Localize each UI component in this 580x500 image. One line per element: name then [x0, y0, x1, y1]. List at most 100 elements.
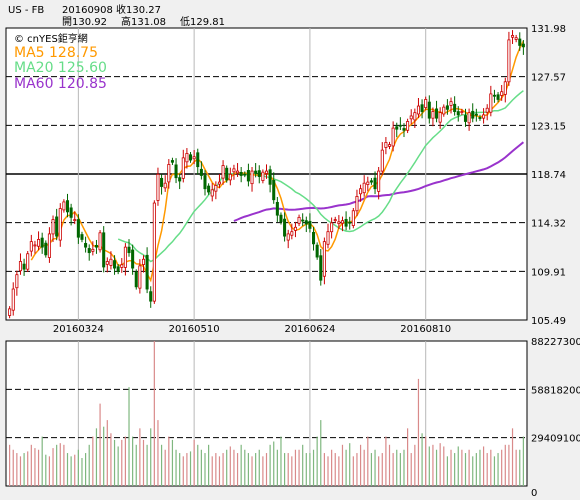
candle-body — [380, 149, 384, 172]
candle-body — [26, 253, 30, 270]
candle-body — [279, 214, 283, 223]
candle-body — [413, 112, 417, 121]
candle-body — [102, 232, 106, 268]
candle-body — [398, 124, 402, 127]
header-low: 低129.81 — [180, 15, 225, 28]
x-tick: 20160510 — [169, 324, 220, 335]
candle-body — [333, 219, 337, 221]
price-y-tick: 114.32 — [531, 219, 566, 230]
x-axis: 20160324 20160510 20160624 20160810 — [53, 324, 451, 335]
candle-body — [286, 233, 290, 241]
candle-body — [203, 175, 207, 190]
candle-body — [348, 221, 352, 224]
volume-y-tick: 88227300 — [531, 337, 580, 348]
candle-body — [116, 266, 120, 272]
candle-body — [304, 220, 308, 225]
candle-body — [366, 181, 370, 185]
candle-body — [315, 244, 319, 258]
candle-body — [236, 170, 240, 174]
volume-y-tick: 29409100 — [531, 434, 580, 445]
candle-body — [232, 168, 236, 173]
candle-body — [243, 173, 247, 176]
candle-body — [312, 231, 316, 245]
price-y-tick: 127.57 — [531, 73, 566, 84]
brand-label: © cnYES鉅亨網 — [14, 32, 88, 45]
candle-body — [185, 153, 189, 163]
candle-body — [18, 261, 22, 272]
candle-body — [51, 219, 55, 235]
candle-body — [322, 241, 326, 277]
candle-body — [192, 156, 196, 160]
candle-body — [174, 164, 178, 179]
candle-body — [181, 157, 185, 179]
candle-body — [134, 271, 138, 288]
candle-body — [196, 152, 200, 168]
candle-body — [402, 128, 406, 131]
candle-body — [55, 216, 59, 237]
candle-body — [362, 182, 366, 194]
candle-body — [387, 144, 392, 147]
candle-body — [160, 177, 164, 187]
candle-body — [170, 160, 174, 163]
candle-body — [431, 111, 435, 119]
legend-ma20: MA20 125.60 — [14, 60, 107, 76]
header-open: 開130.92 — [62, 16, 107, 28]
candle-body — [76, 219, 80, 238]
candles — [8, 30, 525, 319]
candle-body — [463, 115, 468, 122]
candle-body — [131, 249, 135, 269]
candle-body — [442, 106, 446, 115]
candle-body — [467, 112, 471, 124]
candle-body — [326, 231, 330, 245]
candle-body — [123, 246, 127, 268]
candle-body — [188, 154, 193, 161]
header-high: 高131.08 — [121, 15, 166, 28]
candle-body — [94, 244, 98, 248]
price-y-axis: 131.98 127.57 123.15 118.74 114.32 109.91 105.… — [531, 24, 566, 327]
candle-body — [496, 94, 500, 100]
candle-body — [69, 207, 73, 218]
candle-body — [105, 261, 109, 265]
candle-body — [478, 117, 482, 119]
candle-body — [435, 108, 439, 119]
candle-body — [228, 173, 232, 181]
candle-body — [301, 219, 305, 222]
candle-body — [250, 170, 254, 185]
candle-body — [507, 39, 511, 83]
candle-body — [445, 105, 449, 110]
candle-body — [73, 219, 77, 221]
candle-body — [246, 170, 250, 182]
candle-body — [340, 220, 345, 224]
candle-body — [474, 113, 478, 116]
candle-body — [427, 101, 431, 119]
candle-body — [275, 201, 279, 216]
candle-body — [87, 248, 91, 254]
candle-body — [409, 115, 413, 120]
volume-y-tick: 58818200 — [531, 385, 580, 396]
candle-body — [225, 167, 229, 181]
candle-body — [264, 170, 269, 174]
candle-body — [351, 210, 355, 226]
candle-body — [261, 171, 265, 181]
candle-body — [29, 241, 33, 252]
price-y-tick: 131.98 — [531, 24, 566, 35]
candle-body — [47, 233, 51, 258]
candle-body — [254, 170, 258, 174]
candle-body — [337, 221, 341, 224]
candle-body — [40, 237, 44, 248]
legend-ma60: MA60 120.85 — [14, 76, 107, 92]
volume-y-tick: 0 — [531, 488, 537, 499]
candle-body — [330, 222, 334, 233]
candle-body — [373, 177, 377, 190]
x-tick: 20160810 — [400, 324, 451, 335]
candle-body — [438, 112, 442, 123]
candle-body — [272, 179, 276, 201]
price-y-tick: 109.91 — [531, 267, 566, 278]
x-tick: 20160324 — [53, 324, 104, 335]
candle-body — [217, 181, 221, 185]
candle-body — [471, 110, 475, 119]
price-y-tick: 123.15 — [531, 121, 566, 132]
candle-body — [152, 202, 156, 302]
